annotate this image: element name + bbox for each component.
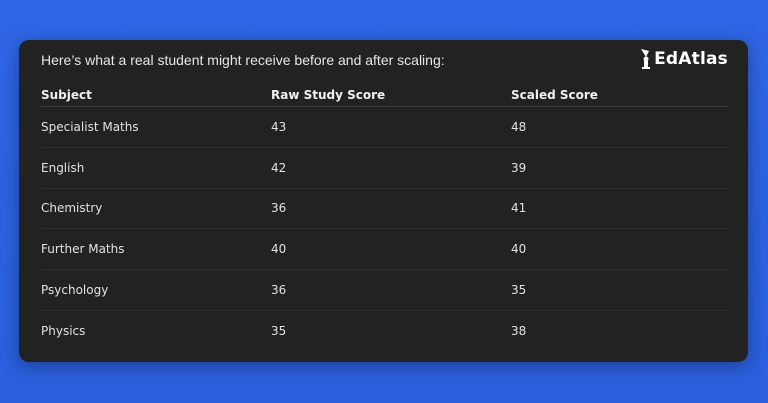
raw-score-cell: 43 xyxy=(271,106,511,148)
header-subject: Subject xyxy=(41,84,271,107)
subject-cell: English xyxy=(41,147,271,189)
graduate-torch-icon xyxy=(641,49,651,69)
raw-score-cell: 40 xyxy=(271,228,511,271)
subject-cell: Physics xyxy=(41,323,86,338)
logo-text: EdAtlas xyxy=(654,49,728,69)
table-row: Specialist Maths 43 48 xyxy=(41,106,728,148)
subject-cell: Specialist Maths xyxy=(41,106,271,148)
subject-cell: Chemistry xyxy=(41,188,271,230)
scaled-score-cell: 40 xyxy=(511,228,728,271)
scaled-score-cell: 39 xyxy=(511,147,728,189)
header-scaled-score: Scaled Score xyxy=(511,84,728,107)
scores-card: Here’s what a real student might receive… xyxy=(19,40,748,362)
scaled-score-cell: 35 xyxy=(511,269,728,311)
scaled-score-cell: 38 xyxy=(511,323,527,338)
scores-table: Subject Raw Study Score Scaled Score Spe… xyxy=(41,84,728,351)
scaled-score-cell: 41 xyxy=(511,188,728,230)
subject-cell: Psychology xyxy=(41,269,271,311)
raw-score-cell: 36 xyxy=(271,188,511,230)
subject-cell: Further Maths xyxy=(41,228,271,271)
table-row: Physics 35 38 xyxy=(41,310,728,350)
raw-score-cell: 42 xyxy=(271,147,511,189)
edatlas-logo: EdAtlas xyxy=(639,48,728,70)
table-row: English 42 39 xyxy=(41,147,728,189)
table-row: Further Maths 40 40 xyxy=(41,228,728,271)
intro-text: Here’s what a real student might receive… xyxy=(41,52,445,68)
raw-score-cell: 36 xyxy=(271,269,511,311)
header-raw-score: Raw Study Score xyxy=(271,84,511,107)
scaled-score-cell: 48 xyxy=(511,106,728,148)
table-row: Psychology 36 35 xyxy=(41,269,728,311)
table-header-row: Subject Raw Study Score Scaled Score xyxy=(41,84,728,107)
raw-score-cell: 35 xyxy=(271,323,287,338)
table-row: Chemistry 36 41 xyxy=(41,188,728,230)
